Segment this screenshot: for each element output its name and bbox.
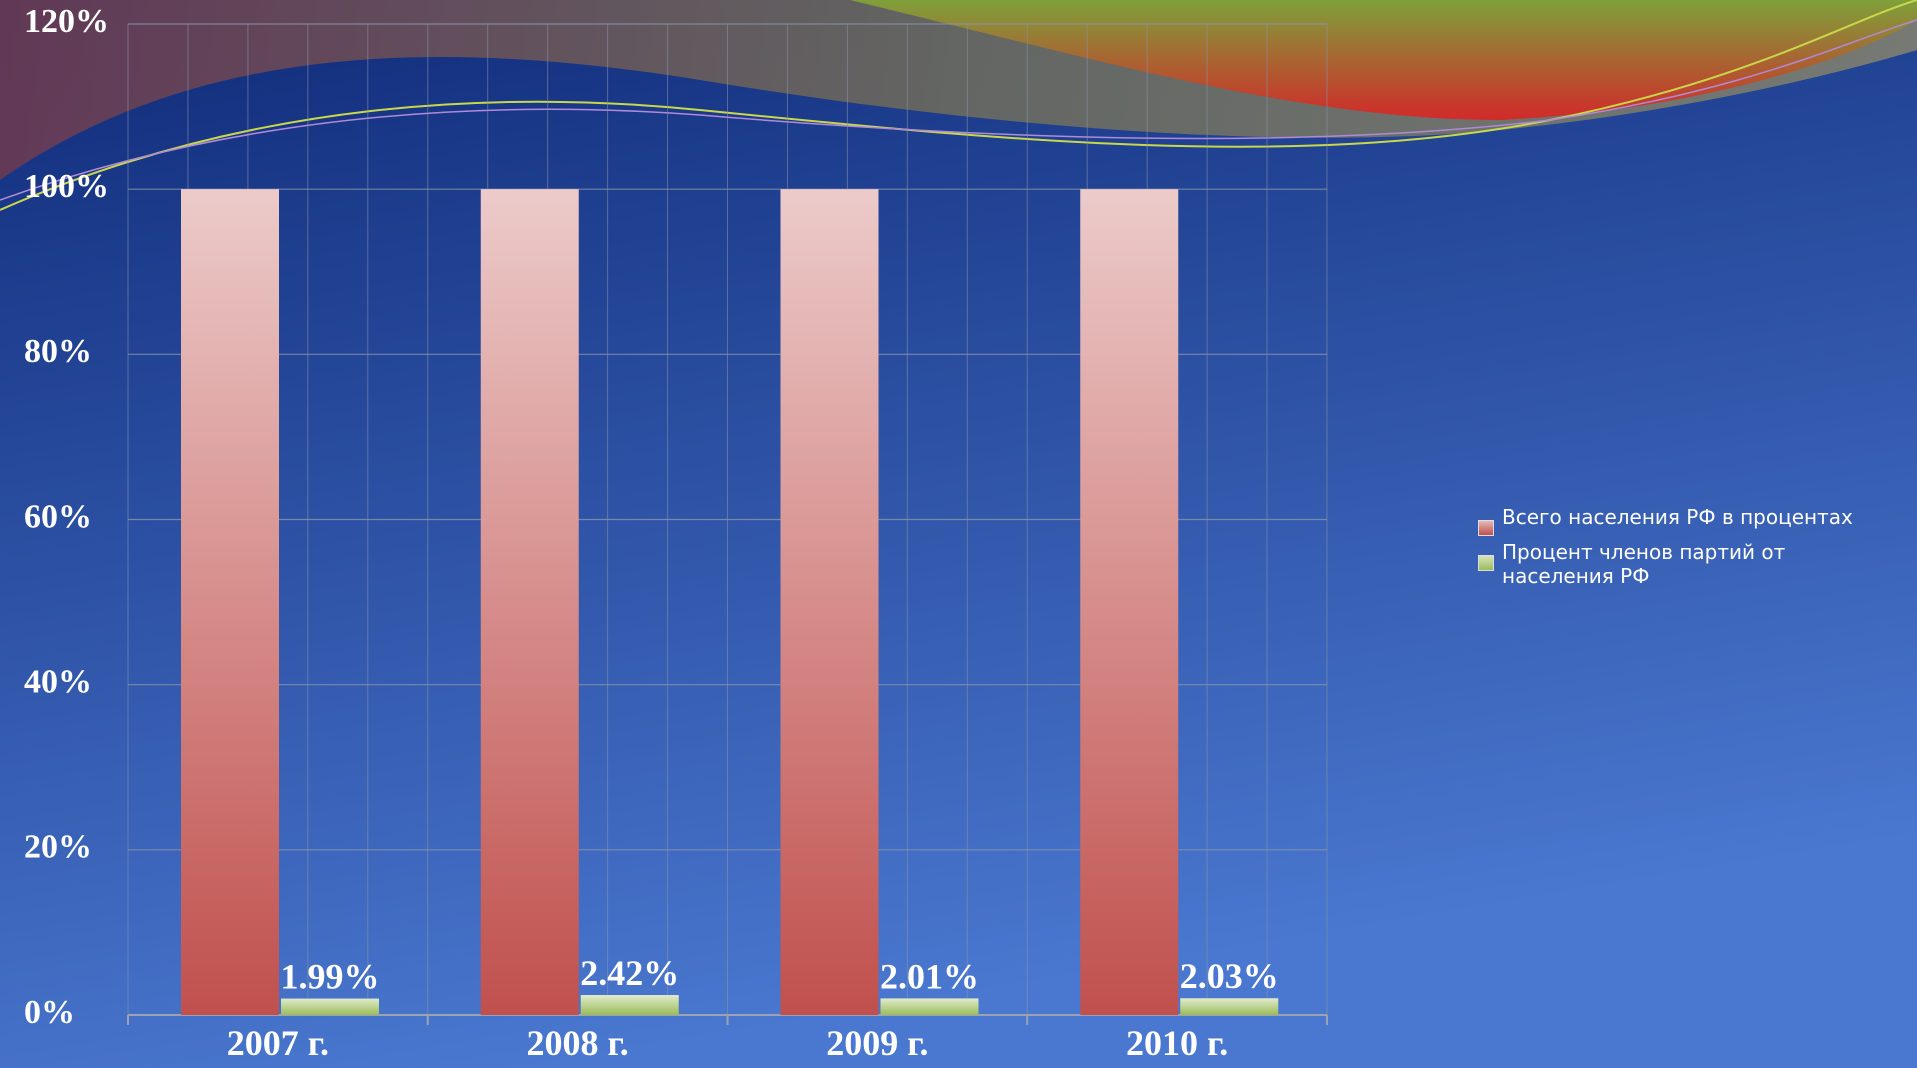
bar (1080, 189, 1179, 1015)
y-tick-label: 0% (24, 994, 75, 1031)
y-tick-label: 80% (24, 333, 92, 370)
wave-line (0, 19, 1917, 201)
bar (181, 189, 279, 1015)
data-label: 2.42% (580, 953, 679, 993)
wave (850, 0, 1917, 120)
y-tick-label: 100% (24, 168, 109, 205)
data-label: 1.99% (281, 957, 380, 997)
data-label: 2.01% (880, 956, 979, 996)
bar (281, 998, 379, 1015)
plot-area: 0% 20% 40% 60% 80% 100% 120% 2007 г. 1.99% 2008 г… (24, 3, 1328, 1063)
legend: Всего населения РФ в процентах Процент чл… (1478, 505, 1858, 592)
x-tick-label: 2009 г. (826, 1023, 928, 1063)
legend-label: Всего населения РФ в процентах (1502, 505, 1853, 529)
wave-line (0, 0, 1917, 211)
legend-swatch (1478, 555, 1494, 571)
bar (880, 998, 979, 1015)
bar (580, 995, 679, 1015)
y-tick-label: 60% (24, 498, 92, 535)
legend-label: Процент членов партий от населения РФ (1502, 540, 1786, 588)
bar (480, 189, 579, 1015)
bar (1180, 998, 1279, 1015)
y-tick-label: 20% (24, 829, 92, 866)
legend-item: Всего населения РФ в процентах (1478, 505, 1858, 536)
legend-item: Процент членов партий от населения РФ (1478, 540, 1858, 588)
x-tick-label: 2010 г. (1126, 1023, 1228, 1063)
y-tick-label: 120% (24, 3, 109, 40)
y-tick-label: 40% (24, 663, 92, 700)
data-label: 2.03% (1180, 956, 1279, 996)
x-tick-label: 2007 г. (227, 1023, 329, 1063)
x-tick-label: 2008 г. (526, 1023, 628, 1063)
legend-swatch (1478, 520, 1494, 536)
bar (780, 189, 879, 1015)
